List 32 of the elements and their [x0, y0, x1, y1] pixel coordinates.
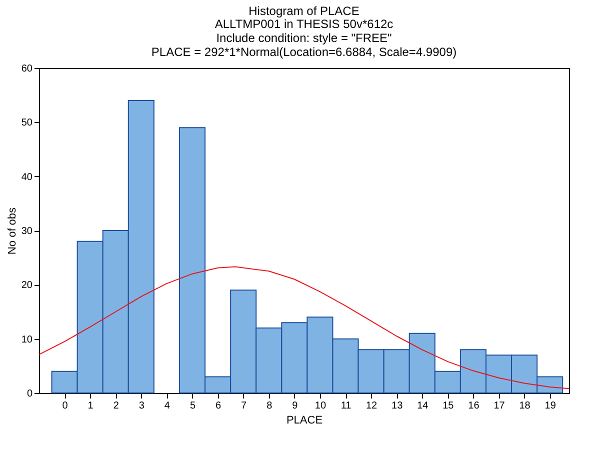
- y-tick-label: 40: [21, 172, 33, 183]
- y-axis-title: No of obs: [6, 206, 18, 255]
- x-tick-label: 0: [62, 400, 68, 412]
- x-tick-label: 4: [164, 400, 170, 412]
- x-tick-label: 3: [138, 400, 145, 412]
- x-tick-label: 7: [241, 400, 248, 412]
- x-tick-label: 14: [417, 400, 429, 412]
- x-tick-label: 16: [468, 400, 480, 412]
- x-tick-label: 12: [366, 400, 378, 412]
- y-tick-label: 20: [21, 280, 33, 292]
- chart-subtitle: ALLTMP001 in THESIS 50v*612c Include condition: style = "FREE" PLACE = 292*1*Normal(Location=6.6884, Scale=4.9909): [151, 17, 457, 59]
- y-tick-label: 50: [21, 118, 33, 129]
- line-series: [39, 266, 569, 390]
- x-tick-label: 13: [392, 400, 404, 412]
- x-axis-title: PLACE: [286, 414, 323, 426]
- x-tick-label: 15: [442, 400, 454, 412]
- x-tick-label: 5: [190, 400, 196, 412]
- x-tick-label: 18: [519, 400, 531, 412]
- x-tick-label: 8: [266, 400, 273, 412]
- x-tick-label: 9: [292, 400, 298, 412]
- x-tick-label: 2: [113, 400, 120, 412]
- y-tick-label: 10: [21, 334, 33, 346]
- chart-title: Histogram of PLACE: [248, 4, 360, 18]
- y-tick-label: 30: [21, 226, 33, 237]
- x-tick-label: 11: [340, 400, 352, 412]
- x-tick-label: 17: [494, 400, 506, 412]
- x-tick-label: 1: [88, 400, 94, 412]
- y-tick-label: 60: [21, 64, 33, 74]
- x-tick-label: 19: [544, 400, 556, 412]
- x-tick-label: 6: [216, 400, 222, 412]
- y-tick-label: 0: [26, 388, 33, 400]
- x-tick-label: 10: [314, 400, 326, 412]
